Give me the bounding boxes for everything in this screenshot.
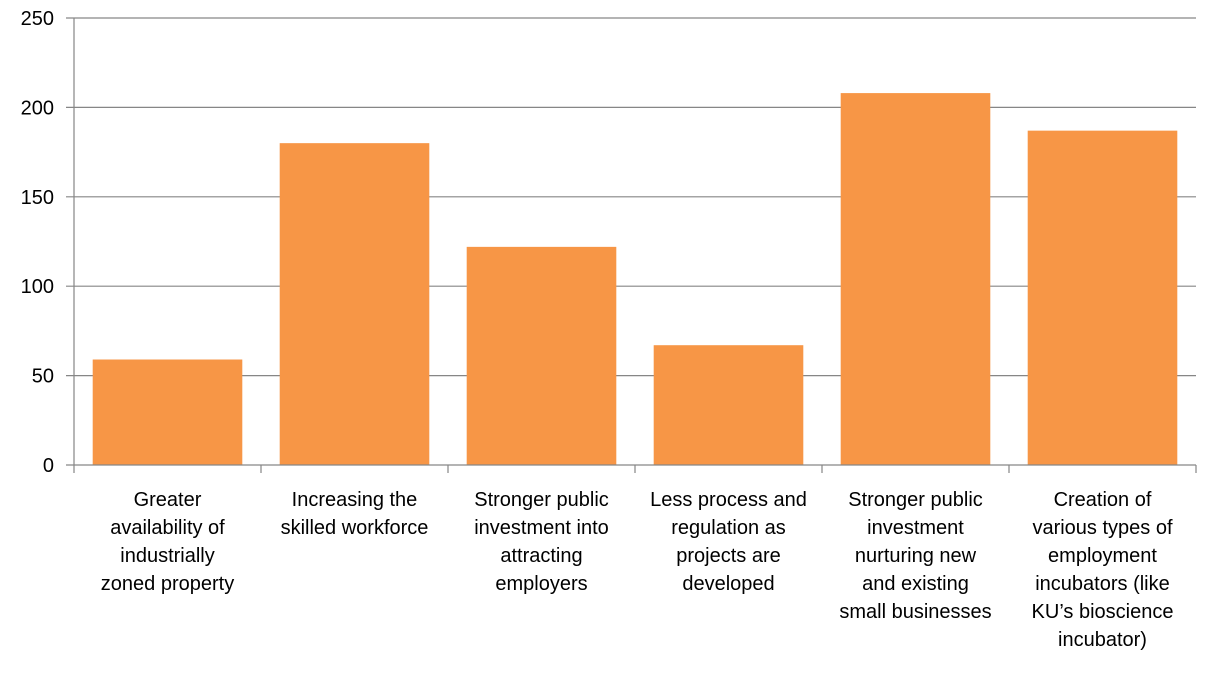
x-category-label: Creation of various types of employment inc… bbox=[1032, 489, 1174, 651]
gridlines bbox=[66, 17, 1196, 377]
bar bbox=[279, 143, 430, 465]
bar bbox=[653, 345, 804, 465]
y-tick-labels: 0 50 100 150 200 250 bbox=[21, 8, 54, 477]
bar bbox=[92, 359, 243, 465]
y-tick-label: 0 bbox=[43, 455, 54, 477]
y-tick-label: 50 bbox=[32, 366, 54, 388]
x-category-label: Stronger public investment into attracting… bbox=[474, 489, 609, 595]
y-tick-label: 200 bbox=[21, 97, 54, 119]
x-category-label: Greater availability of industrially zoned … bbox=[101, 489, 234, 595]
bar bbox=[1027, 130, 1178, 466]
axes bbox=[66, 18, 1197, 473]
y-tick-label: 150 bbox=[21, 187, 54, 209]
x-category-label: Less process and regulation as projects ar… bbox=[650, 489, 807, 595]
bar bbox=[840, 93, 991, 465]
y-tick-label: 250 bbox=[21, 8, 54, 30]
x-category-label: Stronger public investment nurturing new an… bbox=[839, 489, 991, 623]
x-category-labels: Greater availability of industrially zoned … bbox=[101, 489, 1174, 651]
y-tick-label: 100 bbox=[21, 276, 54, 298]
x-category-label: Increasing the skilled workforce bbox=[281, 489, 429, 539]
bars bbox=[92, 93, 1178, 466]
bar bbox=[466, 246, 617, 465]
